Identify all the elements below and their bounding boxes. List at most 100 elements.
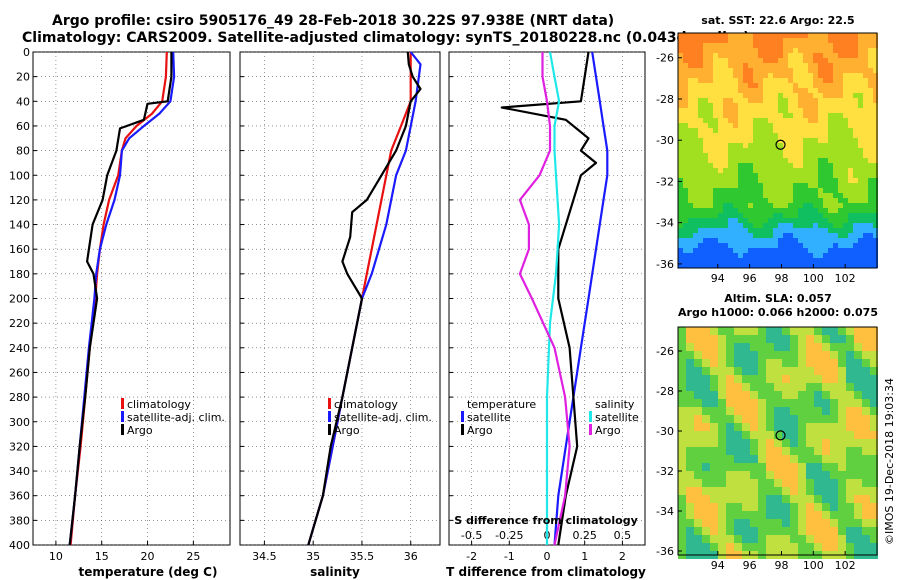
sst-cell — [753, 38, 758, 43]
sst-cell — [803, 243, 808, 248]
sst-cell — [758, 48, 763, 53]
sst-cell — [718, 153, 723, 158]
sst-cell — [778, 143, 783, 148]
sla-cell — [862, 495, 870, 503]
sst-cell — [788, 68, 793, 73]
sla-cell — [758, 335, 766, 343]
sst-cell — [783, 193, 788, 198]
sst-cell — [713, 68, 718, 73]
sst-cell — [718, 208, 723, 213]
sla-cell — [694, 471, 702, 479]
sla-cell — [774, 375, 782, 383]
sst-cell — [843, 163, 848, 168]
sst-cell — [693, 153, 698, 158]
sst-cell — [693, 78, 698, 83]
sla-cell — [798, 511, 806, 519]
sst-cell — [723, 198, 728, 203]
sla-cell — [814, 479, 822, 487]
sst-cell — [788, 238, 793, 243]
sst-cell — [853, 258, 858, 263]
legend-title: salinity — [595, 398, 635, 411]
sla-cell — [806, 359, 814, 367]
sla-cell — [830, 415, 838, 423]
sla-cell — [678, 415, 686, 423]
sst-cell — [788, 198, 793, 203]
sst-cell — [708, 73, 713, 78]
sla-cell — [782, 447, 790, 455]
sst-cell — [838, 248, 843, 253]
sst-cell — [778, 233, 783, 238]
sla-cell — [846, 327, 854, 335]
sst-cell — [773, 83, 778, 88]
sst-cell — [813, 258, 818, 263]
sst-cell — [828, 83, 833, 88]
sst-cell — [868, 208, 873, 213]
sst-cell — [723, 133, 728, 138]
sla-cell — [758, 415, 766, 423]
sst-cell — [723, 238, 728, 243]
sst-cell — [738, 133, 743, 138]
sst-cell — [683, 68, 688, 73]
sst-cell — [783, 173, 788, 178]
sst-cell — [773, 198, 778, 203]
sst-cell — [848, 128, 853, 133]
sla-cell — [694, 423, 702, 431]
sla-cell — [862, 487, 870, 495]
sst-cell — [853, 113, 858, 118]
sla-cell — [862, 519, 870, 527]
sst-cell — [868, 123, 873, 128]
sla-cell — [838, 375, 846, 383]
sst-cell — [718, 38, 723, 43]
sla-cell — [830, 527, 838, 535]
sst-cell — [723, 193, 728, 198]
sst-cell — [873, 128, 878, 133]
sst-cell — [708, 233, 713, 238]
sst-cell — [693, 258, 698, 263]
sst-cell — [798, 48, 803, 53]
sla-cell — [758, 375, 766, 383]
sst-cell — [773, 173, 778, 178]
sst-cell — [683, 243, 688, 248]
sst-cell — [753, 48, 758, 53]
sst-cell — [728, 148, 733, 153]
y-tick-label: 280 — [9, 391, 30, 404]
sla-cell — [846, 471, 854, 479]
sst-cell — [818, 248, 823, 253]
sst-cell — [783, 38, 788, 43]
sla-cell — [822, 415, 830, 423]
sst-cell — [863, 38, 868, 43]
sla-cell — [694, 495, 702, 503]
sst-cell — [858, 88, 863, 93]
sst-cell — [788, 38, 793, 43]
sla-cell — [702, 343, 710, 351]
sst-cell — [803, 118, 808, 123]
sla-cell — [758, 543, 766, 551]
sla-cell — [814, 519, 822, 527]
sla-cell — [694, 463, 702, 471]
sst-cell — [738, 138, 743, 143]
sla-cell — [838, 455, 846, 463]
sst-cell — [758, 133, 763, 138]
sst-cell — [743, 158, 748, 163]
sst-cell — [708, 253, 713, 258]
sla-cell — [790, 383, 798, 391]
sst-cell — [748, 228, 753, 233]
sla-cell — [790, 423, 798, 431]
sla-cell — [790, 391, 798, 399]
sst-cell — [683, 198, 688, 203]
sst-cell — [693, 98, 698, 103]
sla-cell — [838, 383, 846, 391]
legend-swatch — [461, 424, 464, 435]
sst-cell — [828, 108, 833, 113]
sla-cell — [862, 423, 870, 431]
sst-cell — [783, 238, 788, 243]
sst-cell — [743, 103, 748, 108]
sla-cell — [798, 503, 806, 511]
sst-cell — [783, 163, 788, 168]
sla-cell — [838, 431, 846, 439]
sst-cell — [843, 53, 848, 58]
sla-cell — [798, 487, 806, 495]
sst-cell — [733, 198, 738, 203]
sst-cell — [848, 148, 853, 153]
sst-cell — [723, 88, 728, 93]
